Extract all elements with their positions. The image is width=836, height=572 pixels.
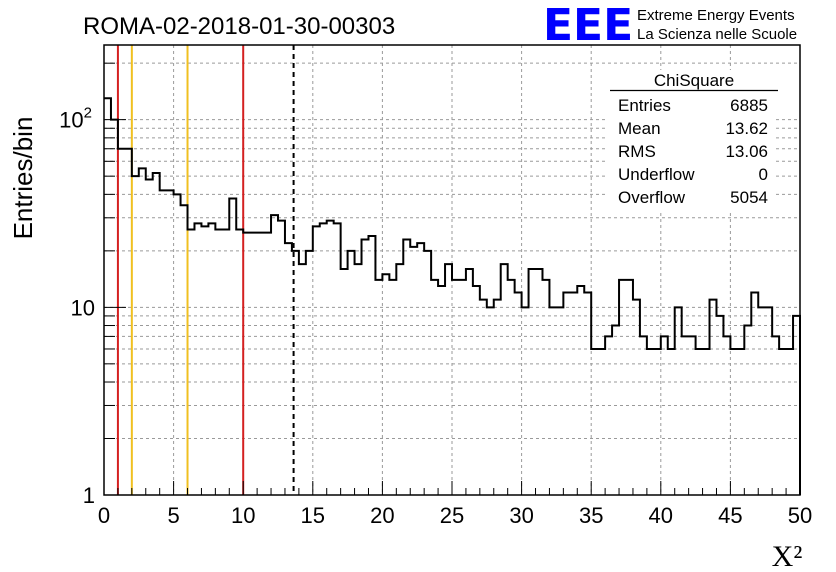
x-tick-label: 25 — [440, 503, 464, 528]
logo-line-2: La Scienza nelle Scuole — [637, 26, 797, 43]
stats-row-value: 6885 — [730, 96, 768, 115]
axes — [103, 44, 801, 496]
x-axis-label: X² — [772, 540, 803, 572]
vertical-lines — [116, 45, 295, 495]
histogram-line — [104, 97, 801, 495]
eee-logo-text: EEE — [543, 0, 633, 51]
x-tick-label: 15 — [301, 503, 325, 528]
logo-line-1: Extreme Energy Events — [637, 7, 795, 24]
stats-box: ChiSquare Entries 6885 Mean 13.62 RMS 13.06 Un… — [608, 70, 778, 210]
y-tick-label: 1 — [83, 483, 95, 508]
stats-row-label: Overflow — [618, 188, 686, 207]
x-tick-label: 40 — [649, 503, 673, 528]
x-tick-label: 10 — [231, 503, 255, 528]
stats-row-value: 0 — [759, 165, 768, 184]
stats-row-value: 13.62 — [725, 119, 768, 138]
x-tick-label: 0 — [98, 503, 110, 528]
x-tick-label: 20 — [370, 503, 394, 528]
x-tick-label: 50 — [788, 503, 812, 528]
stats-title: ChiSquare — [654, 71, 734, 90]
y-tick-label: 102 — [59, 105, 92, 133]
x-tick-label: 5 — [167, 503, 179, 528]
stats-row-value: 13.06 — [725, 142, 768, 161]
eee-logo: EEE Extreme Energy Events La Scienza nel… — [543, 0, 797, 51]
y-tick-labels: 1 10 102 — [59, 105, 95, 508]
stats-box-background — [608, 70, 774, 210]
run-title: ROMA-02-2018-01-30-00303 — [83, 13, 395, 40]
x-tick-labels: 0 5 10 15 20 25 30 35 40 45 50 — [98, 503, 812, 528]
stats-row-value: 5054 — [730, 188, 768, 207]
x-tick-label: 35 — [579, 503, 603, 528]
x-tick-label: 30 — [509, 503, 533, 528]
histogram-series — [104, 97, 801, 495]
stats-rows: Entries 6885 Mean 13.62 RMS 13.06 Underflow 0 Ov… — [618, 96, 768, 207]
stats-row-label: RMS — [618, 142, 656, 161]
grid — [104, 45, 800, 495]
y-tick-label: 10 — [71, 295, 95, 320]
y-axis-label: Entries/bin — [8, 117, 38, 240]
stats-row-label: Underflow — [618, 165, 695, 184]
x-tick-label: 45 — [718, 503, 742, 528]
stats-row-label: Mean — [618, 119, 661, 138]
stats-row-label: Entries — [618, 96, 671, 115]
